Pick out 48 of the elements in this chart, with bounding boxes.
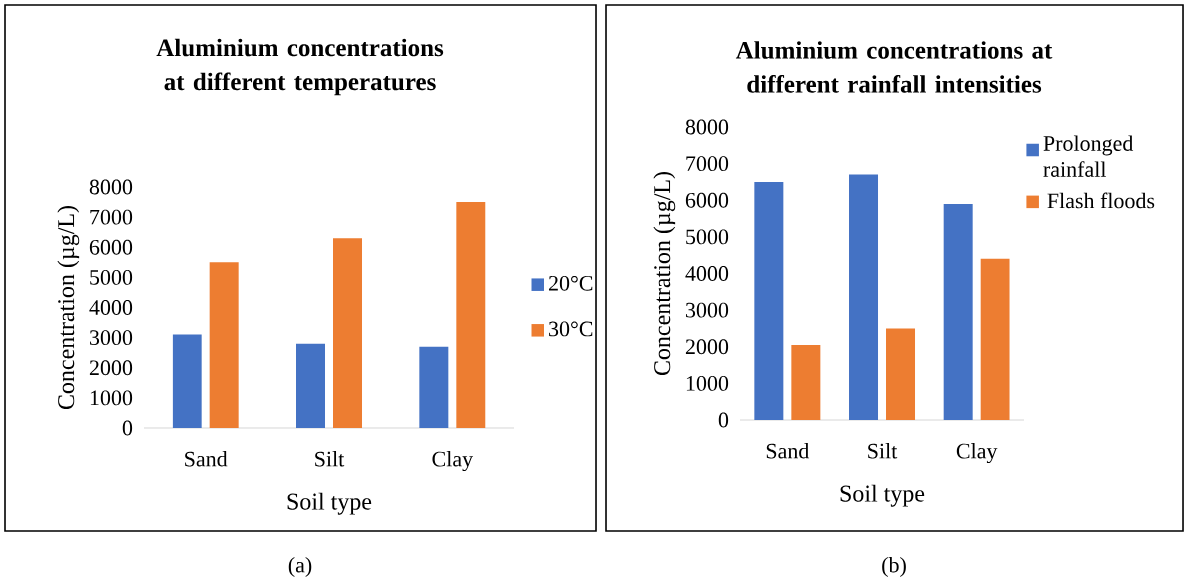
legend-label: 30°C (549, 321, 593, 337)
x-tick-label: Sand (766, 443, 810, 459)
y-tick-label: 3000 (686, 302, 729, 318)
y-tick-label: 4000 (89, 300, 133, 315)
y-tick-label: 4000 (685, 266, 729, 281)
bar (456, 202, 486, 428)
bar (886, 328, 916, 420)
y-tick-label: 6000 (685, 192, 729, 208)
bar (791, 344, 821, 420)
y-tick-label: 2000 (685, 339, 729, 355)
legend-label: 20°C (548, 275, 593, 291)
y-tick-label: 0 (122, 420, 133, 436)
y-tick-label: 7000 (90, 209, 133, 225)
y-tick-label: 1000 (686, 375, 729, 391)
bar (333, 238, 362, 428)
y-tick-label: 8000 (89, 179, 133, 195)
x-tick-label: Clay (956, 443, 998, 464)
bar (754, 181, 784, 420)
text: (b) (882, 557, 906, 577)
x-axis-title: Soil type (287, 492, 372, 515)
x-tick-label: Clay (432, 451, 474, 472)
y-tick-label: 6000 (89, 239, 133, 255)
legend-label: Prolonged rainfall (1043, 135, 1134, 177)
x-axis-title: Soil type (840, 484, 925, 507)
x-tick-label: Sand (185, 451, 228, 467)
bar (172, 334, 202, 428)
y-axis-title: Concentration (µg/L) (57, 206, 80, 410)
y-tick-label: 3000 (90, 330, 133, 346)
y-tick-label: 8000 (685, 119, 729, 135)
legend-label: Flash floods (1047, 192, 1155, 209)
text: (a) (288, 557, 312, 577)
bar (296, 343, 326, 428)
y-tick-label: 5000 (686, 229, 729, 245)
y-tick-label: 7000 (686, 156, 729, 172)
chart-title: Aluminium concentrations at different temperatures (156, 38, 444, 96)
y-tick-label: 1000 (90, 390, 133, 406)
bar (980, 258, 1010, 420)
y-tick-label: 5000 (90, 269, 133, 285)
y-tick-label: 0 (718, 412, 729, 428)
x-tick-label: Silt (315, 451, 345, 467)
chart-title: Aluminium concentrations at different rainfall intensities (735, 41, 1053, 93)
bar (849, 174, 879, 420)
y-tick-label: 2000 (89, 360, 133, 376)
y-axis-title: Concentration (µg/L) (653, 172, 676, 376)
bar (209, 262, 239, 428)
bar (419, 346, 449, 428)
x-tick-label: Silt (868, 443, 898, 459)
bar (943, 203, 973, 420)
